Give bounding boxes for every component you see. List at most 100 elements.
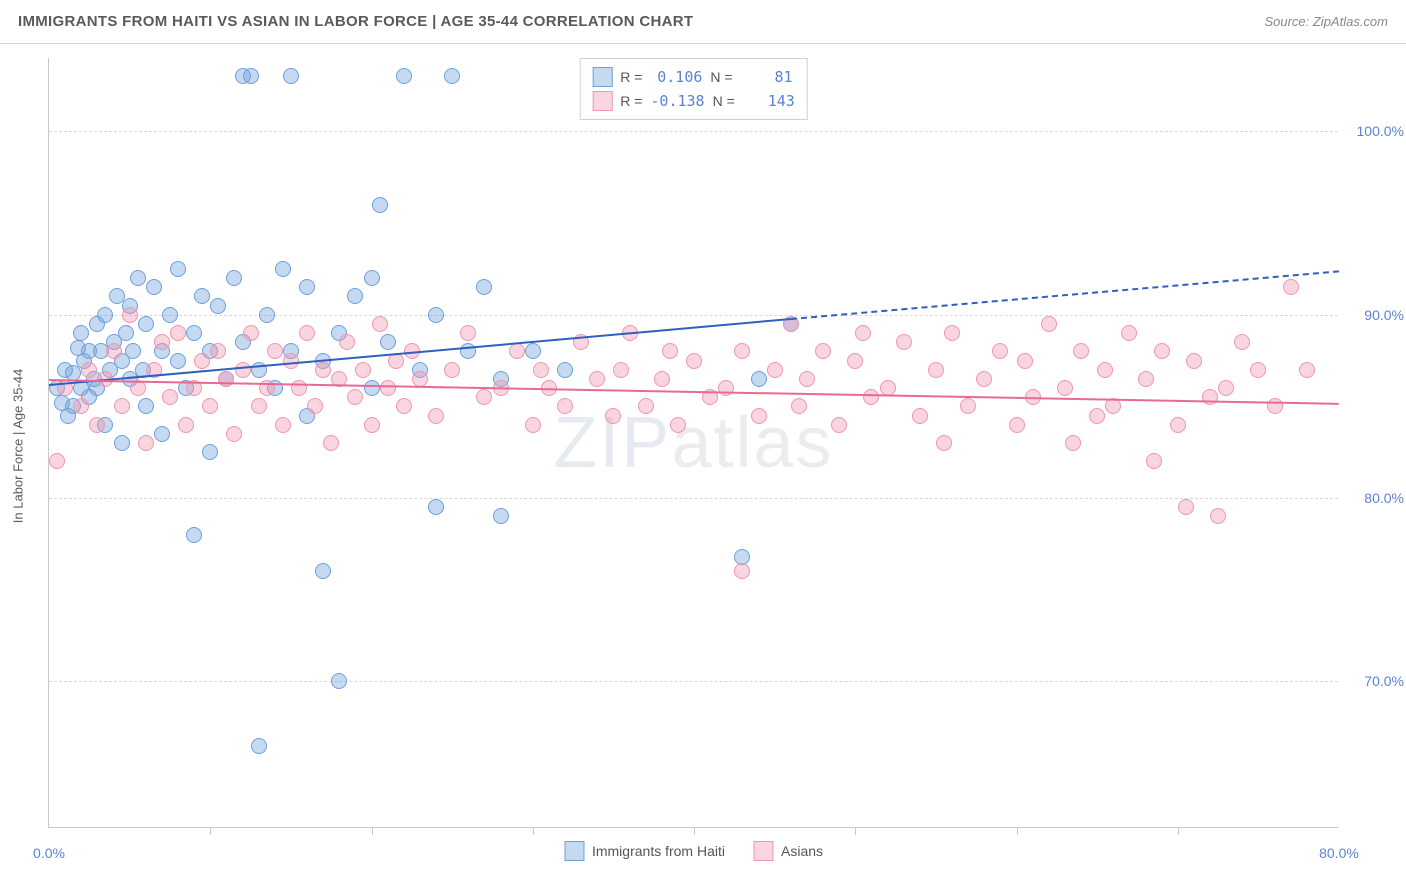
data-point <box>1218 380 1234 396</box>
data-point <box>734 549 750 565</box>
data-point <box>315 362 331 378</box>
x-tick <box>372 827 373 835</box>
data-point <box>226 270 242 286</box>
gridline <box>49 315 1338 316</box>
data-point <box>372 316 388 332</box>
data-point <box>944 325 960 341</box>
data-point <box>855 325 871 341</box>
data-point <box>1202 389 1218 405</box>
data-point <box>662 343 678 359</box>
data-point <box>815 343 831 359</box>
data-point <box>493 508 509 524</box>
data-point <box>1250 362 1266 378</box>
data-point <box>734 563 750 579</box>
data-point <box>686 353 702 369</box>
data-point <box>638 398 654 414</box>
data-point <box>847 353 863 369</box>
legend-stats-row-1: R = -0.138 N = 143 <box>592 89 795 113</box>
data-point <box>73 325 89 341</box>
data-point <box>194 288 210 304</box>
x-tick <box>855 827 856 835</box>
data-point <box>283 353 299 369</box>
data-point <box>476 279 492 295</box>
data-point <box>315 563 331 579</box>
data-point <box>218 371 234 387</box>
data-point <box>170 325 186 341</box>
data-point <box>259 307 275 323</box>
data-point <box>299 325 315 341</box>
data-point <box>1170 417 1186 433</box>
data-point <box>210 343 226 359</box>
data-point <box>125 343 141 359</box>
data-point <box>380 334 396 350</box>
data-point <box>89 417 105 433</box>
data-point <box>347 389 363 405</box>
data-point <box>960 398 976 414</box>
data-point <box>118 325 134 341</box>
data-point <box>460 325 476 341</box>
data-point <box>235 362 251 378</box>
data-point <box>299 279 315 295</box>
data-point <box>428 499 444 515</box>
data-point <box>275 261 291 277</box>
data-point <box>396 398 412 414</box>
data-point <box>1154 343 1170 359</box>
data-point <box>114 398 130 414</box>
gridline <box>49 498 1338 499</box>
watermark: ZIPatlas <box>553 402 833 484</box>
legend-stats: R = 0.106 N = 81 R = -0.138 N = 143 <box>579 58 808 120</box>
data-point <box>210 298 226 314</box>
data-point <box>1178 499 1194 515</box>
data-point <box>162 307 178 323</box>
legend-stats-row-0: R = 0.106 N = 81 <box>592 65 795 89</box>
data-point <box>1299 362 1315 378</box>
legend-item-1: Asians <box>753 841 823 861</box>
data-point <box>557 398 573 414</box>
trend-line <box>791 271 1339 321</box>
x-tick-label: 80.0% <box>1319 845 1359 861</box>
data-point <box>138 316 154 332</box>
data-point <box>170 353 186 369</box>
data-point <box>130 270 146 286</box>
data-point <box>81 362 97 378</box>
data-point <box>1146 453 1162 469</box>
y-tick-label: 80.0% <box>1344 490 1404 506</box>
x-tick <box>1178 827 1179 835</box>
data-point <box>976 371 992 387</box>
y-tick-label: 100.0% <box>1344 123 1404 139</box>
data-point <box>734 343 750 359</box>
data-point <box>670 417 686 433</box>
data-point <box>992 343 1008 359</box>
data-point <box>178 417 194 433</box>
data-point <box>751 408 767 424</box>
data-point <box>122 307 138 323</box>
data-point <box>347 288 363 304</box>
legend-swatch-0 <box>592 67 612 87</box>
data-point <box>146 279 162 295</box>
data-point <box>444 362 460 378</box>
header-bar: IMMIGRANTS FROM HAITI VS ASIAN IN LABOR … <box>0 0 1406 44</box>
data-point <box>928 362 944 378</box>
data-point <box>912 408 928 424</box>
x-tick-label: 0.0% <box>33 845 65 861</box>
data-point <box>1210 508 1226 524</box>
data-point <box>428 408 444 424</box>
data-point <box>364 380 380 396</box>
data-point <box>154 334 170 350</box>
data-point <box>97 307 113 323</box>
data-point <box>364 417 380 433</box>
data-point <box>1138 371 1154 387</box>
data-point <box>251 398 267 414</box>
plot-area: ZIPatlas R = 0.106 N = 81 R = -0.138 N =… <box>48 58 1338 828</box>
data-point <box>799 371 815 387</box>
data-point <box>1057 380 1073 396</box>
data-point <box>162 389 178 405</box>
data-point <box>1121 325 1137 341</box>
x-tick <box>694 827 695 835</box>
data-point <box>533 362 549 378</box>
data-point <box>372 197 388 213</box>
data-point <box>613 362 629 378</box>
legend-bottom-swatch-0 <box>564 841 584 861</box>
data-point <box>355 362 371 378</box>
data-point <box>106 343 122 359</box>
